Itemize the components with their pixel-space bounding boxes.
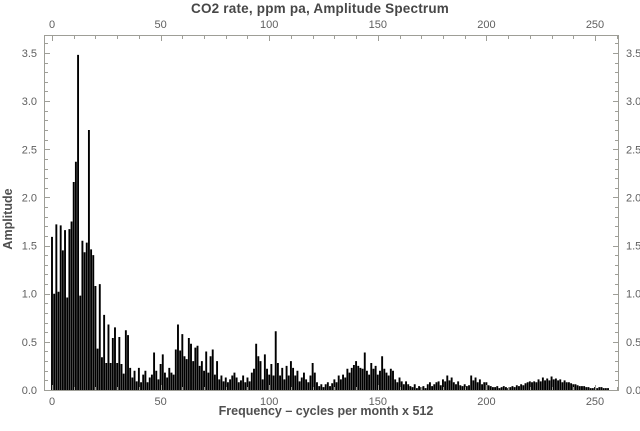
chart-title: CO2 rate, ppm pa, Amplitude Spectrum <box>191 1 449 16</box>
x-tick-label-top: 50 <box>154 19 166 31</box>
x-tick-label-top: 150 <box>369 19 387 31</box>
x-tick-label-top: 100 <box>260 19 278 31</box>
y-tick-label-left: 3.0 <box>22 96 37 108</box>
y-tick-label-right: 0.0 <box>626 385 640 397</box>
x-axis-label: Frequency – cycles per month x 512 <box>218 404 434 418</box>
x-tick-label-bottom: 250 <box>586 396 604 408</box>
y-tick-label-left: 2.0 <box>22 192 37 204</box>
y-tick-label-left: 2.5 <box>22 144 37 156</box>
y-tick-label-left: 1.0 <box>22 289 37 301</box>
x-tick-label-top: 0 <box>49 19 55 31</box>
x-tick-label-bottom: 150 <box>369 396 387 408</box>
y-tick-label-left: 3.5 <box>22 48 37 60</box>
y-tick-label-right: 0.5 <box>626 337 640 349</box>
y-tick-label-left: 0.5 <box>22 337 37 349</box>
y-tick-label-right: 1.5 <box>626 241 640 253</box>
y-tick-label-right: 2.5 <box>626 144 640 156</box>
y-axis-label: Amplitude <box>1 188 15 250</box>
x-tick-label-top: 250 <box>586 19 604 31</box>
x-tick-label-top: 200 <box>477 19 495 31</box>
y-tick-label-right: 2.0 <box>626 192 640 204</box>
y-tick-label-left: 1.5 <box>22 241 37 253</box>
x-tick-label-bottom: 200 <box>477 396 495 408</box>
x-tick-label-bottom: 50 <box>154 396 166 408</box>
y-tick-label-right: 3.0 <box>626 96 640 108</box>
x-tick-label-bottom: 0 <box>49 396 55 408</box>
plot-frame <box>44 35 619 391</box>
y-tick-label-right: 1.0 <box>626 289 640 301</box>
spectrum-bars <box>51 54 609 390</box>
y-tick-label-right: 3.5 <box>626 48 640 60</box>
x-tick-label-bottom: 100 <box>260 396 278 408</box>
axis-ticks <box>45 36 618 391</box>
y-tick-label-left: 0.0 <box>22 385 37 397</box>
